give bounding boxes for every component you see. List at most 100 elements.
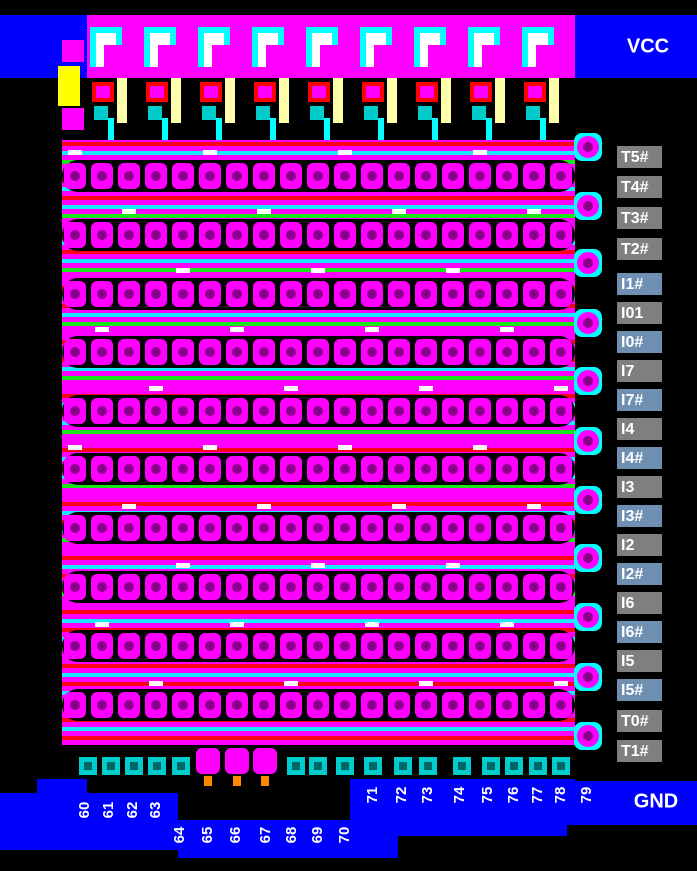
signal-label-box — [617, 592, 662, 614]
pad-hole — [583, 553, 593, 563]
signal-label-box — [617, 302, 662, 324]
contact-in — [366, 86, 380, 98]
col-strip — [108, 118, 114, 140]
signal-label-box — [617, 621, 662, 643]
cell-hole — [421, 289, 431, 299]
cell-hole — [529, 171, 539, 181]
metal-stripe — [62, 151, 575, 155]
signal-label: I01 — [621, 305, 643, 322]
cell-hole — [205, 641, 215, 651]
cell-hole — [340, 289, 350, 299]
metal-stripe — [62, 736, 575, 740]
vcc-tap — [58, 66, 80, 106]
cell-hole — [448, 289, 458, 299]
bottom-foot — [261, 776, 269, 786]
cell-hole — [367, 523, 377, 533]
metal-stripe — [62, 547, 575, 551]
cell-hole — [151, 347, 161, 357]
cell-hole — [367, 641, 377, 651]
via — [473, 150, 487, 155]
cell-hole — [178, 641, 188, 651]
via — [203, 150, 217, 155]
cell-hole — [151, 171, 161, 181]
cell-hole — [421, 464, 431, 474]
cell-hole — [232, 347, 242, 357]
signal-label: I5 — [621, 653, 634, 670]
signal-label-box — [617, 146, 662, 168]
bottom-foot — [204, 776, 212, 786]
metal-stripe — [62, 664, 575, 668]
metal-stripe — [62, 385, 575, 389]
metal-stripe — [62, 682, 575, 686]
cell-hole — [394, 464, 404, 474]
cell-hole — [421, 406, 431, 416]
cell-hole — [529, 347, 539, 357]
cell-hole — [502, 230, 512, 240]
cell-hole — [421, 700, 431, 710]
pin-number: 68 — [283, 827, 300, 844]
via — [338, 150, 352, 155]
cell-hole — [286, 230, 296, 240]
bottom-tap-in — [314, 762, 322, 770]
via — [176, 268, 190, 273]
bottom-tap-in — [153, 762, 161, 770]
signal-label: I7# — [621, 392, 643, 409]
cell-hole — [421, 347, 431, 357]
pad-hole — [583, 376, 593, 386]
cell-hole — [502, 582, 512, 592]
bottom-pad — [225, 748, 249, 774]
cell-hole — [313, 171, 323, 181]
pin-number: 60 — [76, 802, 93, 819]
cell-hole — [97, 641, 107, 651]
pin-number: 71 — [364, 787, 381, 804]
via — [230, 327, 244, 332]
cell-hole — [70, 289, 80, 299]
vcc-contact — [62, 40, 84, 62]
cell-hole — [259, 406, 269, 416]
cell-hole — [340, 464, 350, 474]
bottom-tap-in — [487, 762, 495, 770]
cell-hole — [286, 289, 296, 299]
metal-stripe — [62, 331, 575, 335]
pin-number: 77 — [529, 787, 546, 804]
bottom-tap-in — [369, 762, 377, 770]
cell-hole — [556, 289, 566, 299]
signal-label: I6# — [621, 624, 643, 641]
signal-label: T5# — [621, 149, 649, 166]
signal-label-box — [617, 563, 662, 585]
via — [419, 681, 433, 686]
vcc-rail-right — [575, 15, 697, 78]
cell-hole — [340, 641, 350, 651]
cell-hole — [556, 347, 566, 357]
gate-cut — [374, 45, 392, 67]
bottom-tap-in — [130, 762, 138, 770]
cell-hole — [97, 230, 107, 240]
cell-hole — [448, 464, 458, 474]
tap — [418, 106, 432, 120]
signal-label-box — [617, 679, 662, 701]
diff-strip — [225, 78, 235, 123]
cell-hole — [70, 230, 80, 240]
cell-hole — [97, 523, 107, 533]
metal-stripe — [62, 610, 575, 614]
cell-hole — [232, 641, 242, 651]
tap — [364, 106, 378, 120]
cell-hole — [286, 523, 296, 533]
tap — [94, 106, 108, 120]
cell-hole — [124, 641, 134, 651]
cell-hole — [259, 582, 269, 592]
bottom-tap-in — [341, 762, 349, 770]
cell-hole — [151, 464, 161, 474]
pad-hole — [583, 612, 593, 622]
cell-hole — [529, 406, 539, 416]
cell-hole — [448, 171, 458, 181]
pin-number: 79 — [578, 787, 595, 804]
pin-number: 76 — [505, 787, 522, 804]
cell-hole — [340, 406, 350, 416]
signal-label: I6 — [621, 595, 634, 612]
metal-stripe — [62, 196, 575, 200]
cell-hole — [97, 171, 107, 181]
signal-label-box — [617, 710, 662, 732]
cell-hole — [178, 464, 188, 474]
